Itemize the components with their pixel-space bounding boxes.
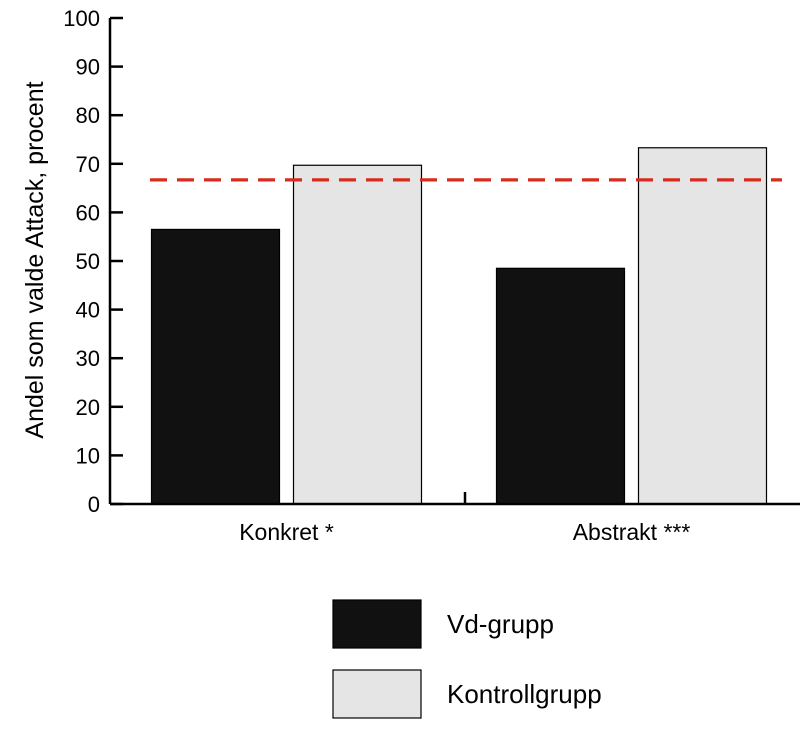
y-axis-title: Andel som valde Attack, procent — [21, 81, 49, 438]
legend-label: Vd-grupp — [447, 609, 554, 639]
bar-vd-grupp — [495, 267, 626, 505]
y-axis: 0 10 20 30 40 50 60 70 80 90 100 — [63, 6, 123, 517]
x-category-label: Abstrakt *** — [573, 519, 691, 545]
x-category-label: Konkret * — [239, 519, 334, 545]
y-tick-label: 30 — [76, 346, 100, 371]
bar-vd-grupp — [150, 228, 281, 505]
bar-kontrollgrupp — [292, 164, 423, 505]
y-tick-label: 40 — [76, 298, 100, 323]
y-tick-label: 70 — [76, 152, 100, 177]
y-tick-label: 20 — [76, 395, 100, 420]
y-tick-label: 100 — [63, 6, 100, 31]
bars — [150, 147, 768, 505]
y-tick-label: 50 — [76, 249, 100, 274]
legend-swatch-vd-grupp — [332, 599, 422, 649]
y-tick-label: 80 — [76, 103, 100, 128]
y-tick-label: 90 — [76, 55, 100, 80]
y-tick-label: 0 — [88, 492, 100, 517]
y-tick-label: 10 — [76, 443, 100, 468]
bar-kontrollgrupp — [637, 147, 768, 505]
y-tick-label: 60 — [76, 200, 100, 225]
legend-label: Kontrollgrupp — [447, 679, 602, 709]
x-axis: Konkret * Abstrakt *** — [110, 492, 800, 545]
legend-swatch-kontrollgrupp — [332, 669, 422, 719]
legend: Vd-grupp Kontrollgrupp — [332, 599, 602, 719]
